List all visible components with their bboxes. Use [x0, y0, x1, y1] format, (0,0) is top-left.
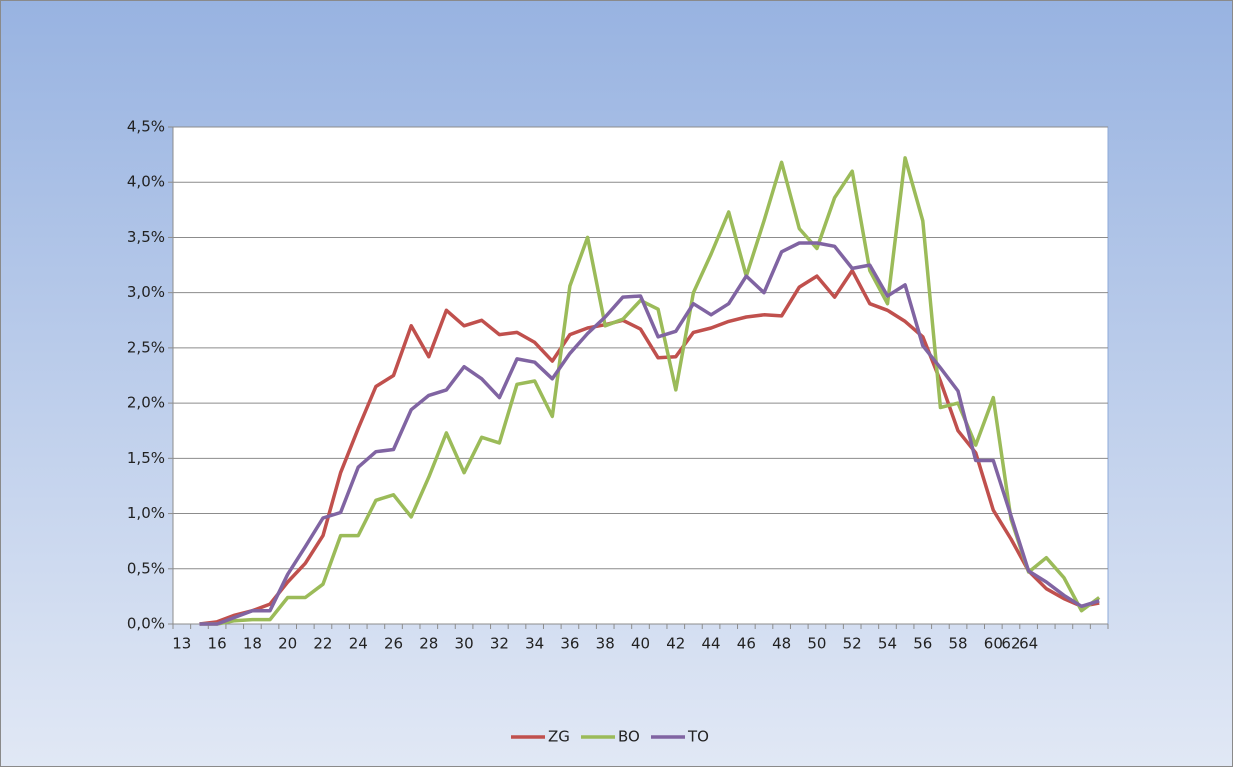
- x-tick-label: 42: [666, 635, 685, 653]
- x-tick-label: 36: [560, 635, 579, 653]
- y-tick-label: 4,0%: [127, 173, 165, 191]
- legend-label: TO: [687, 728, 709, 746]
- y-tick-label: 3,5%: [127, 228, 165, 246]
- x-tick-label: 34: [525, 635, 544, 653]
- y-tick-label: 1,5%: [127, 449, 165, 467]
- x-tick-label: 40: [631, 635, 650, 653]
- x-tick-label: 60: [984, 635, 1003, 653]
- x-tick-label: 30: [455, 635, 474, 653]
- x-tick-label: 18: [243, 635, 262, 653]
- x-tick-label: 16: [208, 635, 227, 653]
- y-tick-label: 4,5%: [127, 118, 165, 136]
- x-tick-label: 64: [1019, 635, 1038, 653]
- x-tick-label: 28: [419, 635, 438, 653]
- series-line: [199, 241, 1100, 626]
- legend-label: ZG: [548, 728, 570, 746]
- x-tick-label: 56: [913, 635, 932, 653]
- x-tick-label: 32: [490, 635, 509, 653]
- x-tick-label: 20: [278, 635, 297, 653]
- legend-label: BO: [618, 728, 640, 746]
- series-line: [199, 156, 1101, 626]
- x-tick-label: 38: [596, 635, 615, 653]
- x-tick-label: 58: [949, 635, 968, 653]
- x-tick-label: 13: [172, 635, 191, 653]
- x-tick-label: 22: [313, 635, 332, 653]
- y-tick-label: 0,0%: [127, 615, 165, 633]
- x-tick-label: 24: [349, 635, 368, 653]
- plot-area: [172, 126, 1109, 625]
- y-tick-label: 2,5%: [127, 338, 165, 356]
- x-tick-label: 26: [384, 635, 403, 653]
- x-tick-label: 46: [737, 635, 756, 653]
- x-tick-label: 44: [702, 635, 721, 653]
- y-tick-label: 0,5%: [127, 559, 165, 577]
- x-tick-label: 52: [843, 635, 862, 653]
- x-tick-label: 48: [772, 635, 791, 653]
- x-tick-label: 62: [1001, 635, 1020, 653]
- y-tick-label: 1,0%: [127, 504, 165, 522]
- x-tick-label: 54: [878, 635, 897, 653]
- y-tick-label: 2,0%: [127, 394, 165, 412]
- y-tick-label: 3,0%: [127, 283, 165, 301]
- x-tick-label: 50: [807, 635, 826, 653]
